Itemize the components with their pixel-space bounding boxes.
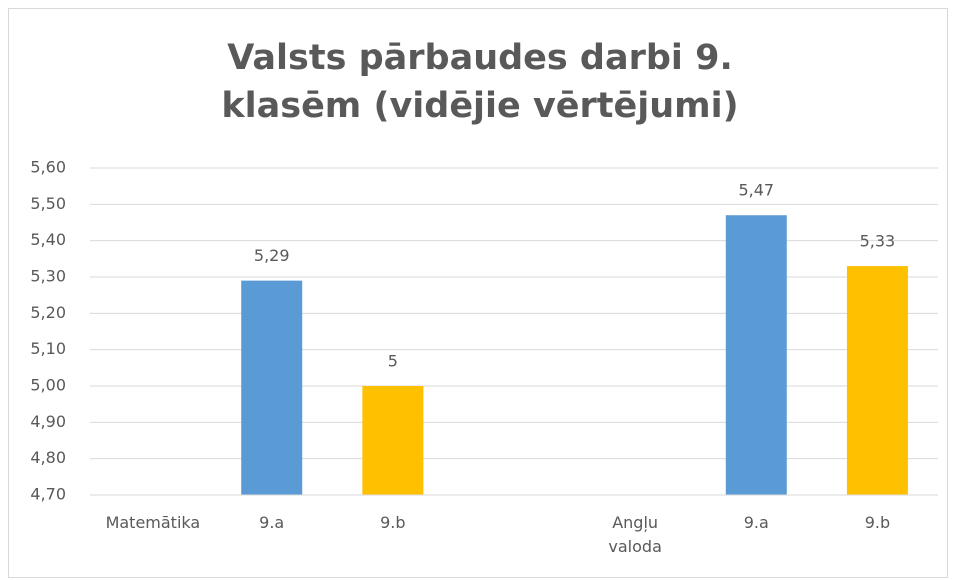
y-tick-label: 4,90 bbox=[30, 412, 66, 431]
chart-frame bbox=[8, 8, 948, 578]
bar bbox=[241, 280, 303, 495]
x-tick-label: 9.a bbox=[259, 513, 285, 532]
data-label: 5,47 bbox=[738, 181, 774, 200]
bar bbox=[362, 386, 424, 495]
bar bbox=[725, 215, 787, 495]
bar bbox=[846, 266, 908, 495]
data-label: 5,29 bbox=[254, 246, 290, 265]
data-label: 5 bbox=[388, 352, 398, 371]
x-tick-label: 9.a bbox=[743, 513, 769, 532]
x-tick-label: 9.b bbox=[864, 513, 891, 532]
y-tick-label: 4,80 bbox=[30, 448, 66, 467]
x-tick-label: Matemātika bbox=[105, 513, 201, 532]
x-tick-label: Angļu valoda bbox=[608, 513, 662, 556]
y-tick-label: 4,70 bbox=[30, 485, 66, 504]
y-tick-label: 5,20 bbox=[30, 303, 66, 322]
y-tick-label: 5,60 bbox=[30, 158, 66, 177]
x-tick-label: 9.b bbox=[380, 513, 406, 532]
y-tick-label: 5,50 bbox=[30, 194, 66, 213]
chart-title: Valsts pārbaudes darbi 9. klasēm (vidēji… bbox=[221, 38, 739, 126]
y-tick-label: 5,30 bbox=[30, 267, 66, 286]
y-tick-label: 5,10 bbox=[30, 339, 66, 358]
data-label: 5,33 bbox=[860, 232, 896, 251]
y-tick-label: 5,00 bbox=[30, 376, 66, 395]
y-tick-label: 5,40 bbox=[30, 230, 66, 249]
